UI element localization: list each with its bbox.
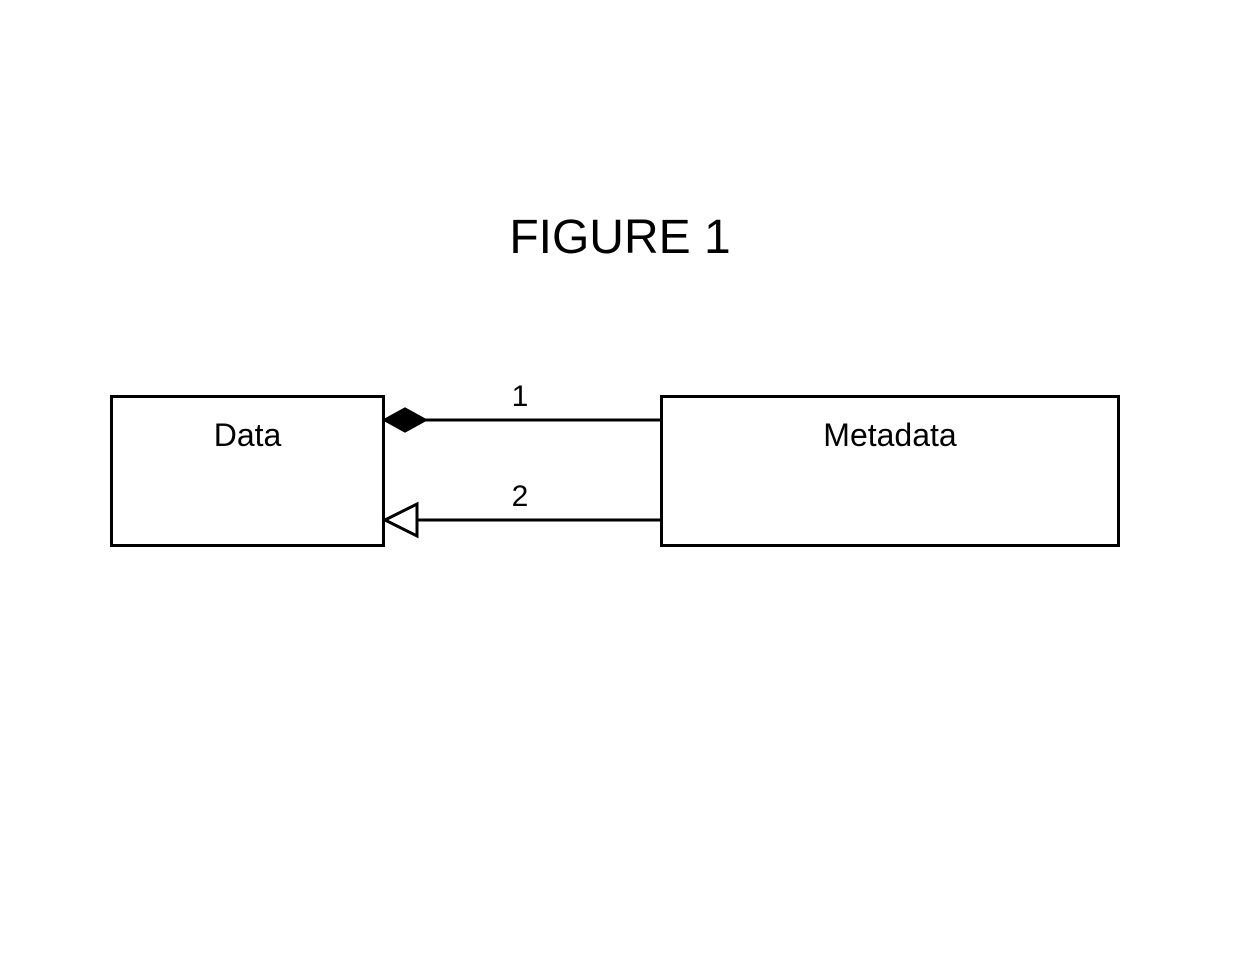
node-label-data: Data <box>110 417 385 454</box>
diamond-filled-icon <box>385 409 425 431</box>
node-label-metadata: Metadata <box>660 417 1120 454</box>
triangle-hollow-icon <box>385 504 417 536</box>
edge-label-edge2: 2 <box>505 480 535 514</box>
edge-label-edge1: 1 <box>505 380 535 414</box>
figure-title: FIGURE 1 <box>0 210 1240 265</box>
